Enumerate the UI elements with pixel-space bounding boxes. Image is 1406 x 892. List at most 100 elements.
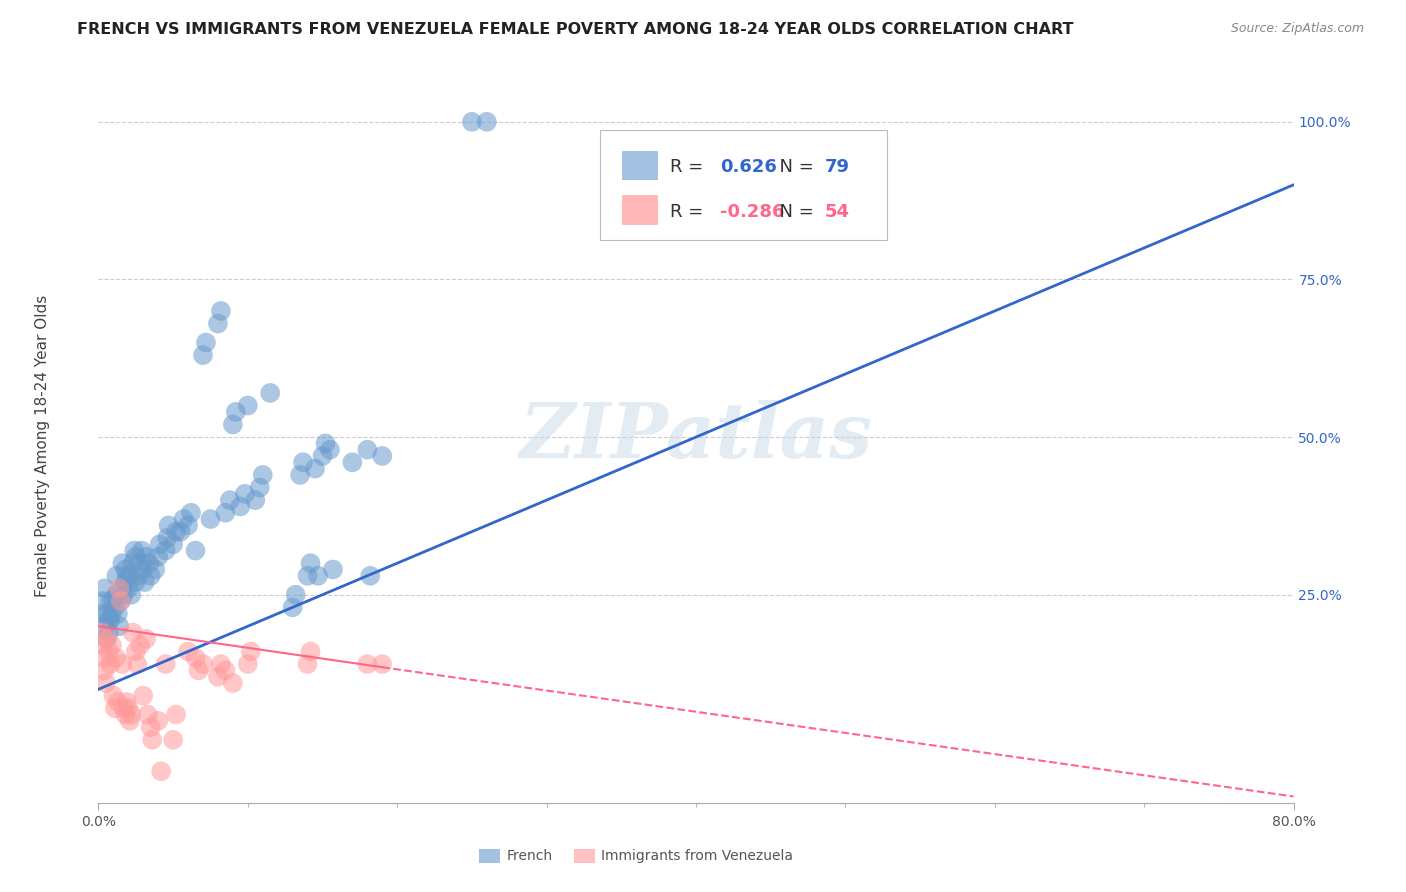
Point	[281, 600, 304, 615]
Point	[191, 348, 214, 362]
Point	[117, 582, 139, 596]
Point	[111, 657, 134, 671]
Point	[117, 701, 139, 715]
Point	[236, 657, 259, 671]
Point	[125, 644, 148, 658]
Point	[93, 664, 115, 678]
Point	[98, 594, 122, 608]
Point	[229, 500, 252, 514]
Point	[139, 569, 162, 583]
Point	[93, 650, 115, 665]
Point	[315, 436, 337, 450]
Point	[143, 562, 166, 576]
Point	[169, 524, 191, 539]
Point	[91, 594, 114, 608]
Text: ZIPatlas: ZIPatlas	[519, 401, 873, 474]
Point	[103, 689, 125, 703]
Point	[110, 594, 132, 608]
Point	[129, 556, 152, 570]
Point	[132, 689, 155, 703]
Text: 54: 54	[825, 202, 851, 220]
Point	[292, 455, 315, 469]
Point	[118, 714, 141, 728]
Point	[165, 707, 187, 722]
Point	[356, 657, 378, 671]
Point	[155, 657, 177, 671]
Point	[207, 670, 229, 684]
Point	[222, 676, 245, 690]
Point	[307, 569, 329, 583]
Point	[371, 657, 394, 671]
Text: -0.286: -0.286	[720, 202, 785, 220]
Point	[129, 638, 152, 652]
Point	[139, 720, 162, 734]
Point	[108, 582, 131, 596]
Point	[165, 524, 187, 539]
Point	[90, 625, 112, 640]
Point	[121, 556, 143, 570]
Point	[207, 317, 229, 331]
Point	[299, 644, 322, 658]
Point	[96, 632, 118, 646]
Point	[249, 481, 271, 495]
Point	[356, 442, 378, 457]
Point	[191, 657, 214, 671]
Point	[127, 657, 149, 671]
Point	[101, 607, 124, 621]
Point	[110, 594, 132, 608]
Point	[342, 455, 364, 469]
Text: FRENCH VS IMMIGRANTS FROM VENEZUELA FEMALE POVERTY AMONG 18-24 YEAR OLDS CORRELA: FRENCH VS IMMIGRANTS FROM VENEZUELA FEMA…	[77, 22, 1074, 37]
Point	[148, 549, 170, 564]
Point	[105, 650, 128, 665]
Point	[157, 518, 180, 533]
Point	[371, 449, 394, 463]
Point	[101, 638, 124, 652]
Point	[173, 512, 195, 526]
Point	[135, 632, 157, 646]
Point	[111, 556, 134, 570]
Point	[150, 764, 173, 779]
Point	[131, 543, 153, 558]
Point	[104, 600, 127, 615]
FancyBboxPatch shape	[621, 195, 657, 224]
Point	[103, 594, 125, 608]
Point	[114, 707, 136, 722]
Point	[97, 644, 120, 658]
Point	[245, 493, 267, 508]
Point	[288, 467, 311, 482]
Point	[236, 399, 259, 413]
Point	[214, 506, 236, 520]
Text: 0.626: 0.626	[720, 158, 776, 176]
Point	[359, 569, 381, 583]
Point	[96, 607, 118, 621]
FancyBboxPatch shape	[621, 151, 657, 179]
Point	[112, 701, 135, 715]
Point	[195, 335, 218, 350]
Point	[156, 531, 179, 545]
Point	[112, 588, 135, 602]
Point	[128, 569, 150, 583]
Point	[114, 575, 136, 590]
Point	[114, 562, 136, 576]
Point	[104, 701, 127, 715]
Point	[177, 644, 200, 658]
Point	[120, 588, 142, 602]
Point	[148, 714, 170, 728]
Point	[108, 619, 131, 633]
Point	[284, 588, 307, 602]
Point	[187, 664, 209, 678]
Point	[311, 449, 333, 463]
Point	[98, 613, 122, 627]
Point	[149, 537, 172, 551]
Text: N =: N =	[768, 158, 820, 176]
FancyBboxPatch shape	[600, 130, 887, 240]
Text: R =: R =	[669, 202, 709, 220]
Text: Source: ZipAtlas.com: Source: ZipAtlas.com	[1230, 22, 1364, 36]
Point	[177, 518, 200, 533]
Point	[94, 676, 117, 690]
Point	[222, 417, 245, 432]
Point	[115, 569, 138, 583]
Point	[107, 695, 129, 709]
Point	[91, 638, 114, 652]
Point	[322, 562, 344, 576]
